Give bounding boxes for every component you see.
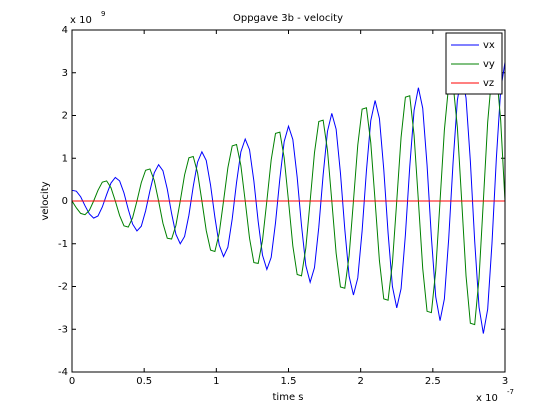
y-tick-label: -3 xyxy=(58,324,68,335)
y-tick-label: 2 xyxy=(62,111,68,122)
x-tick-label: 3 xyxy=(502,376,508,387)
x-tick-label: 0 xyxy=(69,376,75,387)
x-exponent: -7 xyxy=(507,388,514,396)
legend-label: vy xyxy=(483,59,495,70)
legend-label: vx xyxy=(483,40,495,51)
y-tick-label: -1 xyxy=(58,239,68,250)
axes-box xyxy=(71,29,506,373)
y-tick-label: 0 xyxy=(62,196,68,207)
x-tick-label: 1 xyxy=(213,376,219,387)
y-tick-label: 1 xyxy=(62,153,68,164)
y-exponent: 9 xyxy=(101,10,105,18)
x-tick-label: 1.5 xyxy=(281,376,297,387)
y-tick-label: 4 xyxy=(62,25,68,36)
x-tick-label: 2.5 xyxy=(425,376,441,387)
x-axis-label: time s xyxy=(273,392,304,403)
x-exponent-base: x 10 xyxy=(476,393,498,404)
x-tick-label: 0.5 xyxy=(136,376,152,387)
y-tick-label: -2 xyxy=(58,282,68,293)
y-axis-label: velocity xyxy=(40,181,51,220)
chart-title: Oppgave 3b - velocity xyxy=(233,13,343,24)
y-tick-label: -4 xyxy=(58,367,68,378)
y-tick-label: 3 xyxy=(62,68,68,79)
legend-label: vz xyxy=(483,78,494,89)
x-tick-label: 2 xyxy=(357,376,363,387)
y-exponent-base: x 10 xyxy=(70,15,92,26)
series-line xyxy=(71,61,506,334)
